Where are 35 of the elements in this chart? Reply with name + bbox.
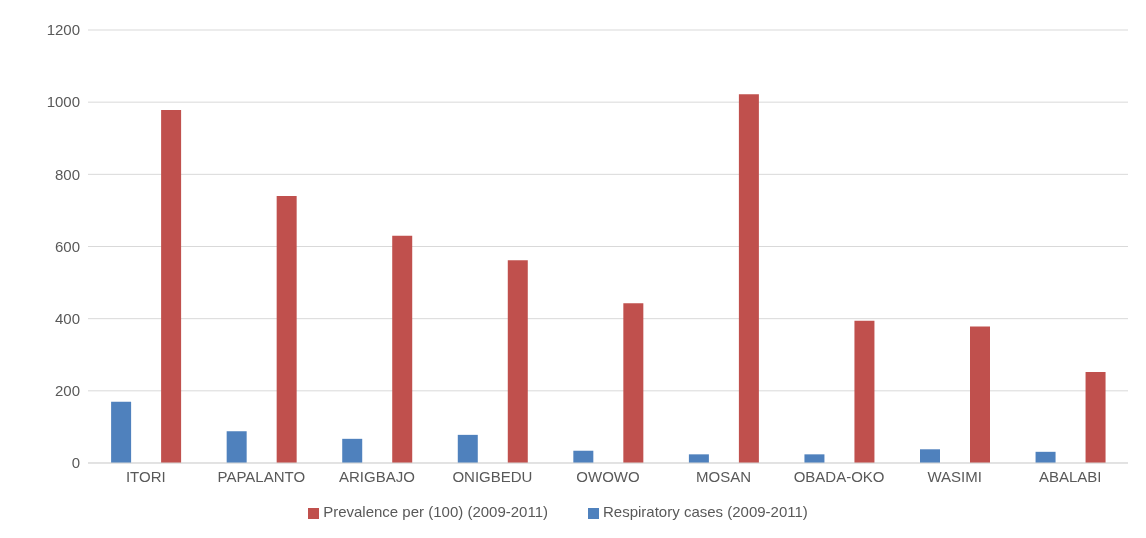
bar [688,454,709,463]
y-tick-label: 400 [54,309,80,327]
x-tick-label: ONIGBEDU [452,467,533,485]
x-tick-label: MOSAN [696,467,752,485]
y-tick-label: 1000 [46,93,80,111]
bar [226,431,247,463]
bar [276,195,297,463]
x-tick-label: OWOWO [576,467,640,485]
x-tick-label: PAPALANTO [217,467,306,485]
bar [1085,372,1106,463]
bar [623,303,644,463]
bar [920,449,940,463]
bar [392,235,413,463]
x-tick-label: ABALABI [1038,467,1102,485]
y-tick-label: 800 [54,165,80,183]
y-tick-label: 200 [54,382,80,400]
bar [854,320,875,463]
x-tick-label: ITORI [125,467,166,485]
legend-label: Respiratory cases (2009-2011) [603,503,808,520]
bar [342,438,363,463]
legend-label: Prevalence per (100) (2009-2011) [323,503,549,520]
bar [738,94,759,463]
y-tick-label: 0 [71,454,80,472]
bar [507,260,528,463]
bar [161,110,182,463]
x-tick-label: ARIGBAJO [338,467,415,485]
x-tick-label: OBADA-OKO [793,467,885,485]
y-tick-label: 600 [54,237,80,255]
bar [804,454,825,463]
y-tick-label: 1200 [46,21,80,39]
bar [111,401,132,463]
bar [970,326,990,463]
x-tick-label: WASIMI [927,467,982,485]
bar [573,450,594,463]
bar [457,434,478,463]
